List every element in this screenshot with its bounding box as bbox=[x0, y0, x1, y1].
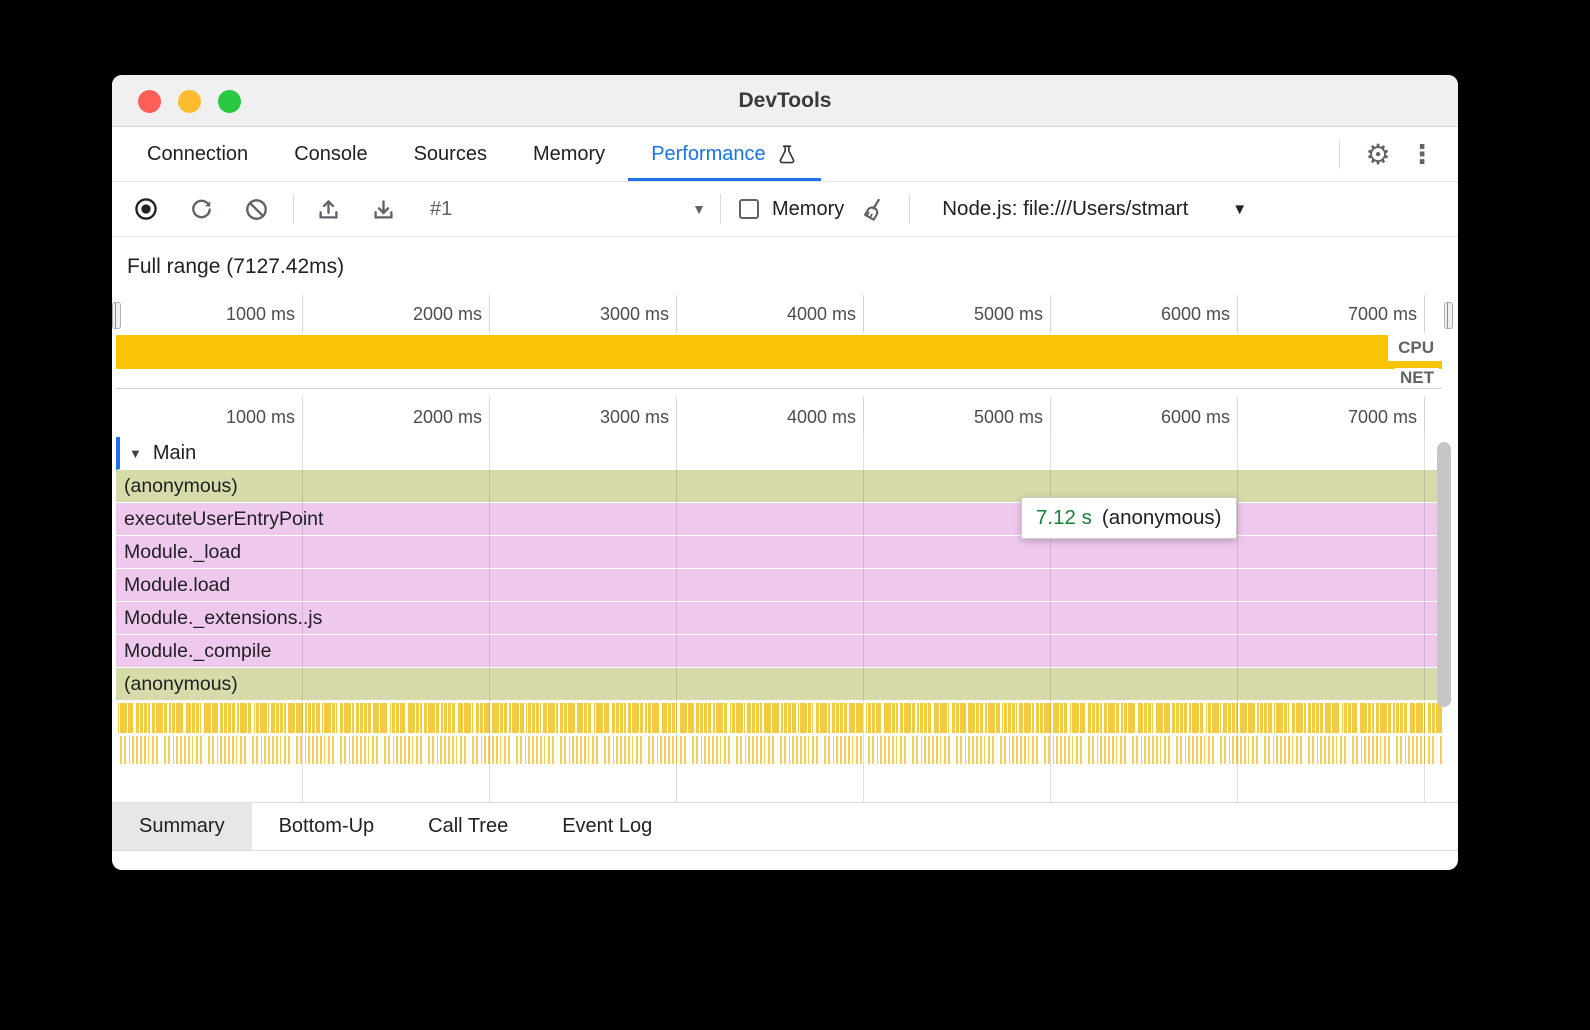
profile-select-value: #1 bbox=[430, 197, 453, 220]
target-select[interactable]: Node.js: file:///Users/stmart ▼ bbox=[942, 189, 1247, 229]
net-overview-band[interactable]: NET bbox=[116, 368, 1442, 389]
kebab-menu-icon[interactable]: ⋮ bbox=[1409, 138, 1435, 169]
performance-toolbar: #1 ▼ Memory Node.js: file:///Users/stmar… bbox=[112, 182, 1458, 237]
flame-frame-anonymous-2[interactable]: (anonymous) bbox=[116, 668, 1442, 701]
ruler-tick bbox=[1425, 397, 1442, 437]
reload-and-record-icon[interactable] bbox=[179, 187, 223, 231]
tab-console[interactable]: Console bbox=[294, 142, 368, 165]
frame-tooltip: 7.12 s ((anonymous)anonymous) bbox=[1021, 497, 1237, 539]
tabbar-divider bbox=[1339, 139, 1340, 169]
main-track-header[interactable]: ▼ Main bbox=[116, 437, 1442, 470]
target-select-value: Node.js: file:///Users/stmart bbox=[942, 197, 1189, 220]
flame-frame-module-compile[interactable]: Module._compile bbox=[116, 635, 1442, 668]
ruler-tick: 6000 ms bbox=[1051, 397, 1238, 437]
toolbar-divider bbox=[293, 194, 294, 224]
close-window-button[interactable] bbox=[138, 89, 161, 113]
flame-activity-stripes-lower[interactable] bbox=[116, 736, 1442, 764]
collapse-triangle-icon: ▼ bbox=[129, 445, 142, 461]
ruler-tick: 5000 ms bbox=[864, 397, 1051, 437]
toolbar-divider bbox=[720, 194, 721, 224]
ruler-tick: 2000 ms bbox=[303, 397, 490, 437]
chevron-down-icon: ▼ bbox=[692, 201, 706, 217]
ruler-tick: 1000 ms bbox=[116, 397, 303, 437]
titlebar: DevTools bbox=[112, 75, 1458, 127]
memory-checkbox-label: Memory bbox=[772, 197, 845, 220]
tab-sources[interactable]: Sources bbox=[413, 142, 487, 165]
overview-left-drag-handle[interactable] bbox=[112, 302, 121, 329]
flame-frame-module-extensions-js[interactable]: Module._extensions..js bbox=[116, 602, 1442, 635]
main-track-label: Main bbox=[152, 441, 197, 464]
chevron-down-icon: ▼ bbox=[1232, 200, 1248, 218]
ruler-tick bbox=[1425, 295, 1442, 333]
profile-select[interactable]: #1 ▼ bbox=[416, 189, 716, 229]
ruler-tick: 7000 ms bbox=[1238, 295, 1425, 333]
tooltip-duration: 7.12 s bbox=[1036, 506, 1092, 529]
tab-memory[interactable]: Memory bbox=[532, 142, 606, 165]
drawer-tab-event-log[interactable]: Event Log bbox=[562, 815, 653, 837]
settings-gear-icon[interactable]: ⚙ bbox=[1365, 138, 1391, 170]
drawer-tab-bottom-up[interactable]: Bottom-Up bbox=[278, 815, 375, 837]
tab-connection[interactable]: Connection bbox=[147, 142, 249, 165]
save-profile-icon[interactable] bbox=[361, 187, 405, 231]
minimize-window-button[interactable] bbox=[178, 89, 201, 113]
ruler-tick: 4000 ms bbox=[677, 397, 864, 437]
flask-icon bbox=[776, 143, 798, 165]
drawer-tab-summary[interactable]: Summary bbox=[112, 803, 252, 850]
tabbar-right-controls: ⚙ ⋮ bbox=[1339, 127, 1458, 181]
drawer-tab-call-tree[interactable]: Call Tree bbox=[428, 815, 509, 837]
full-range-label: Full range (7127.42ms) bbox=[127, 255, 345, 278]
tab-performance[interactable]: Performance bbox=[628, 127, 821, 181]
collect-garbage-icon[interactable] bbox=[850, 187, 894, 231]
panel-tabbar: Connection Console Sources Memory Perfor… bbox=[112, 127, 1458, 182]
clear-icon[interactable] bbox=[234, 187, 278, 231]
flame-frame-module-load-underscore[interactable]: Module._load bbox=[116, 536, 1442, 569]
ruler-tick: 4000 ms bbox=[677, 295, 864, 333]
window-title: DevTools bbox=[738, 88, 832, 112]
flame-activity-stripes-upper[interactable] bbox=[116, 703, 1442, 733]
ruler-tick: 3000 ms bbox=[490, 295, 677, 333]
flame-frame-anonymous[interactable]: (anonymous) bbox=[116, 470, 1442, 503]
performance-panel: Full range (7127.42ms) 1000 ms 2000 ms 3… bbox=[112, 237, 1458, 851]
overview-ruler: 1000 ms 2000 ms 3000 ms 4000 ms 5000 ms … bbox=[116, 295, 1442, 333]
tooltip-frame-name: ((anonymous)anonymous) bbox=[1101, 506, 1222, 529]
devtools-window: DevTools Connection Console Sources Memo… bbox=[112, 75, 1458, 870]
toolbar-divider bbox=[909, 194, 911, 224]
overview-right-drag-handle[interactable] bbox=[1444, 302, 1453, 329]
ruler-tick: 3000 ms bbox=[490, 397, 677, 437]
flame-frame-executeuserentrypoint[interactable]: executeUserEntryPoint bbox=[116, 503, 1442, 536]
traffic-lights bbox=[138, 75, 241, 127]
vertical-scrollbar[interactable] bbox=[1437, 442, 1451, 707]
drawer-tabbar: Summary Bottom-Up Call Tree Event Log bbox=[112, 802, 1458, 851]
load-profile-icon[interactable] bbox=[306, 187, 350, 231]
flame-chart: 1000 ms 2000 ms 3000 ms 4000 ms 5000 ms … bbox=[116, 397, 1451, 802]
ruler-tick: 2000 ms bbox=[303, 295, 490, 333]
ruler-tick: 1000 ms bbox=[116, 295, 303, 333]
memory-checkbox-group: Memory bbox=[739, 198, 844, 221]
timeline-overview[interactable]: 1000 ms 2000 ms 3000 ms 4000 ms 5000 ms … bbox=[112, 295, 1453, 389]
ruler-tick: 5000 ms bbox=[864, 295, 1051, 333]
cpu-band-label: CPU bbox=[1388, 335, 1442, 361]
record-button[interactable] bbox=[124, 187, 168, 231]
ruler-tick: 6000 ms bbox=[1051, 295, 1238, 333]
ruler-tick: 7000 ms bbox=[1238, 397, 1425, 437]
flame-frame-module-load[interactable]: Module.load bbox=[116, 569, 1442, 602]
zoom-window-button[interactable] bbox=[218, 89, 241, 113]
cpu-overview-band[interactable]: CPU bbox=[116, 335, 1442, 369]
flame-ruler: 1000 ms 2000 ms 3000 ms 4000 ms 5000 ms … bbox=[116, 397, 1442, 437]
net-band-label: NET bbox=[1395, 368, 1439, 388]
memory-checkbox[interactable] bbox=[739, 199, 759, 219]
